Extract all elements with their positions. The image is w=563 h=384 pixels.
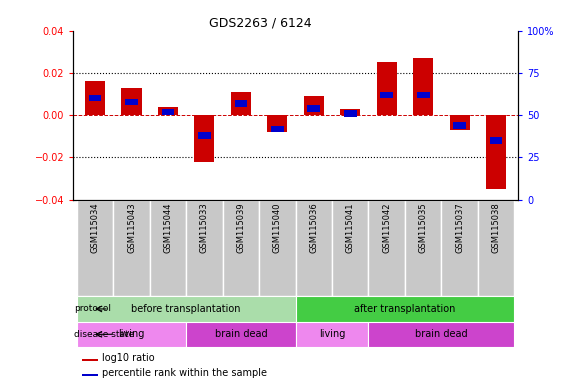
Text: after transplantation: after transplantation: [354, 304, 455, 314]
Bar: [304, 96, 324, 115]
Bar: [77, 322, 186, 347]
Bar: [77, 296, 296, 322]
Text: GSM115040: GSM115040: [273, 203, 282, 253]
Text: percentile rank within the sample: percentile rank within the sample: [102, 368, 267, 378]
Bar: [296, 296, 515, 322]
Text: GSM115042: GSM115042: [382, 203, 391, 253]
Bar: [194, 115, 215, 162]
Text: GSM115039: GSM115039: [236, 203, 245, 253]
Bar: [478, 200, 515, 296]
Bar: [271, 126, 284, 132]
Bar: [381, 92, 393, 98]
Bar: [125, 99, 138, 105]
Text: GSM115033: GSM115033: [200, 203, 209, 253]
Bar: [307, 105, 320, 112]
Bar: [453, 122, 466, 129]
Bar: [259, 200, 296, 296]
Text: brain dead: brain dead: [215, 329, 267, 339]
Bar: [77, 200, 113, 296]
Bar: [113, 200, 150, 296]
Bar: [441, 200, 478, 296]
Bar: [85, 81, 105, 115]
Bar: [405, 200, 441, 296]
Bar: [231, 92, 251, 115]
Text: GSM115036: GSM115036: [309, 203, 318, 253]
Text: protocol: protocol: [74, 305, 111, 313]
Bar: [235, 100, 247, 106]
Bar: [222, 200, 259, 296]
Bar: [296, 200, 332, 296]
Bar: [162, 109, 175, 115]
Text: log10 ratio: log10 ratio: [102, 353, 155, 362]
Bar: [369, 200, 405, 296]
Text: GSM115035: GSM115035: [419, 203, 428, 253]
Bar: [267, 115, 287, 132]
Bar: [377, 63, 397, 115]
Text: disease state: disease state: [74, 330, 135, 339]
Bar: [158, 107, 178, 115]
Bar: [186, 200, 222, 296]
Text: GSM115044: GSM115044: [163, 203, 172, 253]
Bar: [150, 200, 186, 296]
Bar: [186, 322, 296, 347]
Text: GSM115041: GSM115041: [346, 203, 355, 253]
Bar: [340, 109, 360, 115]
Bar: [486, 115, 506, 189]
Bar: [344, 110, 356, 117]
Text: living: living: [319, 329, 345, 339]
Bar: [413, 58, 433, 115]
Bar: [89, 95, 101, 101]
Bar: [490, 137, 502, 144]
Bar: [296, 322, 369, 347]
Bar: [417, 92, 430, 98]
Text: brain dead: brain dead: [415, 329, 468, 339]
Text: GSM115037: GSM115037: [455, 203, 464, 253]
Text: before transplantation: before transplantation: [131, 304, 241, 314]
Text: living: living: [118, 329, 145, 339]
Bar: [82, 374, 97, 376]
Text: GSM115034: GSM115034: [91, 203, 100, 253]
Bar: [450, 115, 470, 130]
Bar: [332, 200, 369, 296]
Title: GDS2263 / 6124: GDS2263 / 6124: [209, 17, 311, 30]
Bar: [82, 359, 97, 361]
Text: GSM115043: GSM115043: [127, 203, 136, 253]
Bar: [198, 132, 211, 139]
Bar: [122, 88, 141, 115]
Text: GSM115038: GSM115038: [491, 203, 501, 253]
Bar: [369, 322, 515, 347]
